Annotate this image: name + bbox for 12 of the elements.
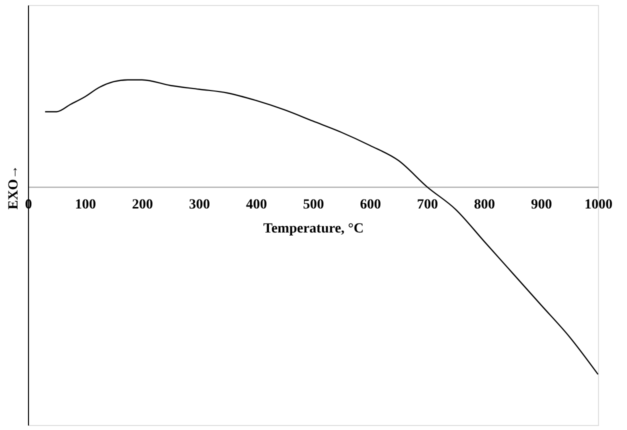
y-axis-title: EXO→ bbox=[6, 165, 22, 210]
x-tick-label: 1000 bbox=[584, 197, 612, 212]
x-axis-title: Temperature, °C bbox=[263, 221, 364, 236]
x-tick-label: 200 bbox=[132, 197, 153, 212]
x-tick-label: 700 bbox=[417, 197, 438, 212]
x-tick-label: 600 bbox=[360, 197, 381, 212]
x-tick-label: 500 bbox=[303, 197, 324, 212]
x-tick-label: 900 bbox=[531, 197, 552, 212]
x-tick-label: 400 bbox=[246, 197, 267, 212]
x-tick-label: 800 bbox=[474, 197, 495, 212]
x-tick-label: 300 bbox=[189, 197, 210, 212]
x-tick-label: 100 bbox=[75, 197, 96, 212]
